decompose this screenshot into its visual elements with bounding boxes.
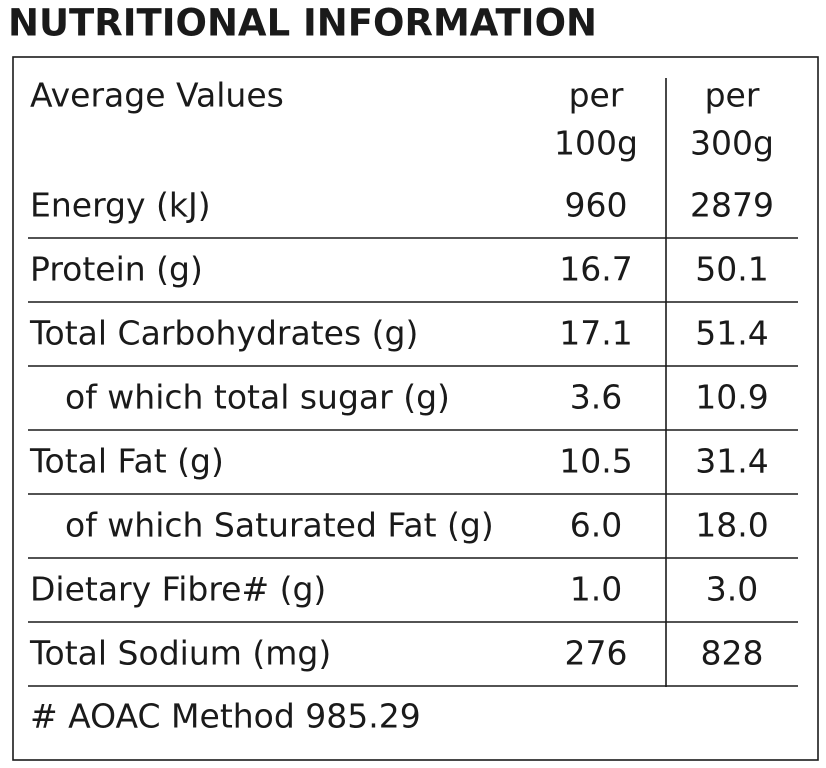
row-value: 828 [701, 634, 764, 673]
row-value: 276 [565, 634, 628, 673]
row-value: 1.0 [570, 570, 622, 609]
row-value: 50.1 [695, 250, 768, 289]
row-value: 6.0 [570, 506, 622, 545]
panel-title: NUTRITIONAL INFORMATION [8, 2, 597, 45]
header-col: 100g [554, 124, 638, 163]
header-col: per [569, 76, 624, 115]
row-value: 17.1 [559, 314, 632, 353]
header-col: per [705, 76, 760, 115]
row-label: of which total sugar (g) [65, 378, 450, 417]
header-col: 300g [690, 124, 774, 163]
row-label: Total Sodium (mg) [29, 634, 331, 673]
row-value: 2879 [690, 186, 774, 225]
footnote: # AOAC Method 985.29 [30, 697, 421, 736]
row-label: Dietary Fibre# (g) [30, 570, 326, 609]
row-label: Energy (kJ) [30, 186, 211, 225]
row-value: 18.0 [695, 506, 768, 545]
row-value: 3.0 [706, 570, 758, 609]
row-value: 960 [565, 186, 628, 225]
row-value: 10.9 [695, 378, 768, 417]
table-border [12, 56, 819, 761]
row-label: Total Carbohydrates (g) [29, 314, 418, 353]
header-label: Average Values [30, 76, 284, 115]
row-value: 3.6 [570, 378, 622, 417]
row-value: 16.7 [559, 250, 632, 289]
row-label: Protein (g) [30, 250, 203, 289]
row-value: 10.5 [559, 442, 632, 481]
row-label: Total Fat (g) [29, 442, 224, 481]
row-value: 51.4 [695, 314, 768, 353]
row-value: 31.4 [695, 442, 768, 481]
row-label: of which Saturated Fat (g) [65, 506, 494, 545]
